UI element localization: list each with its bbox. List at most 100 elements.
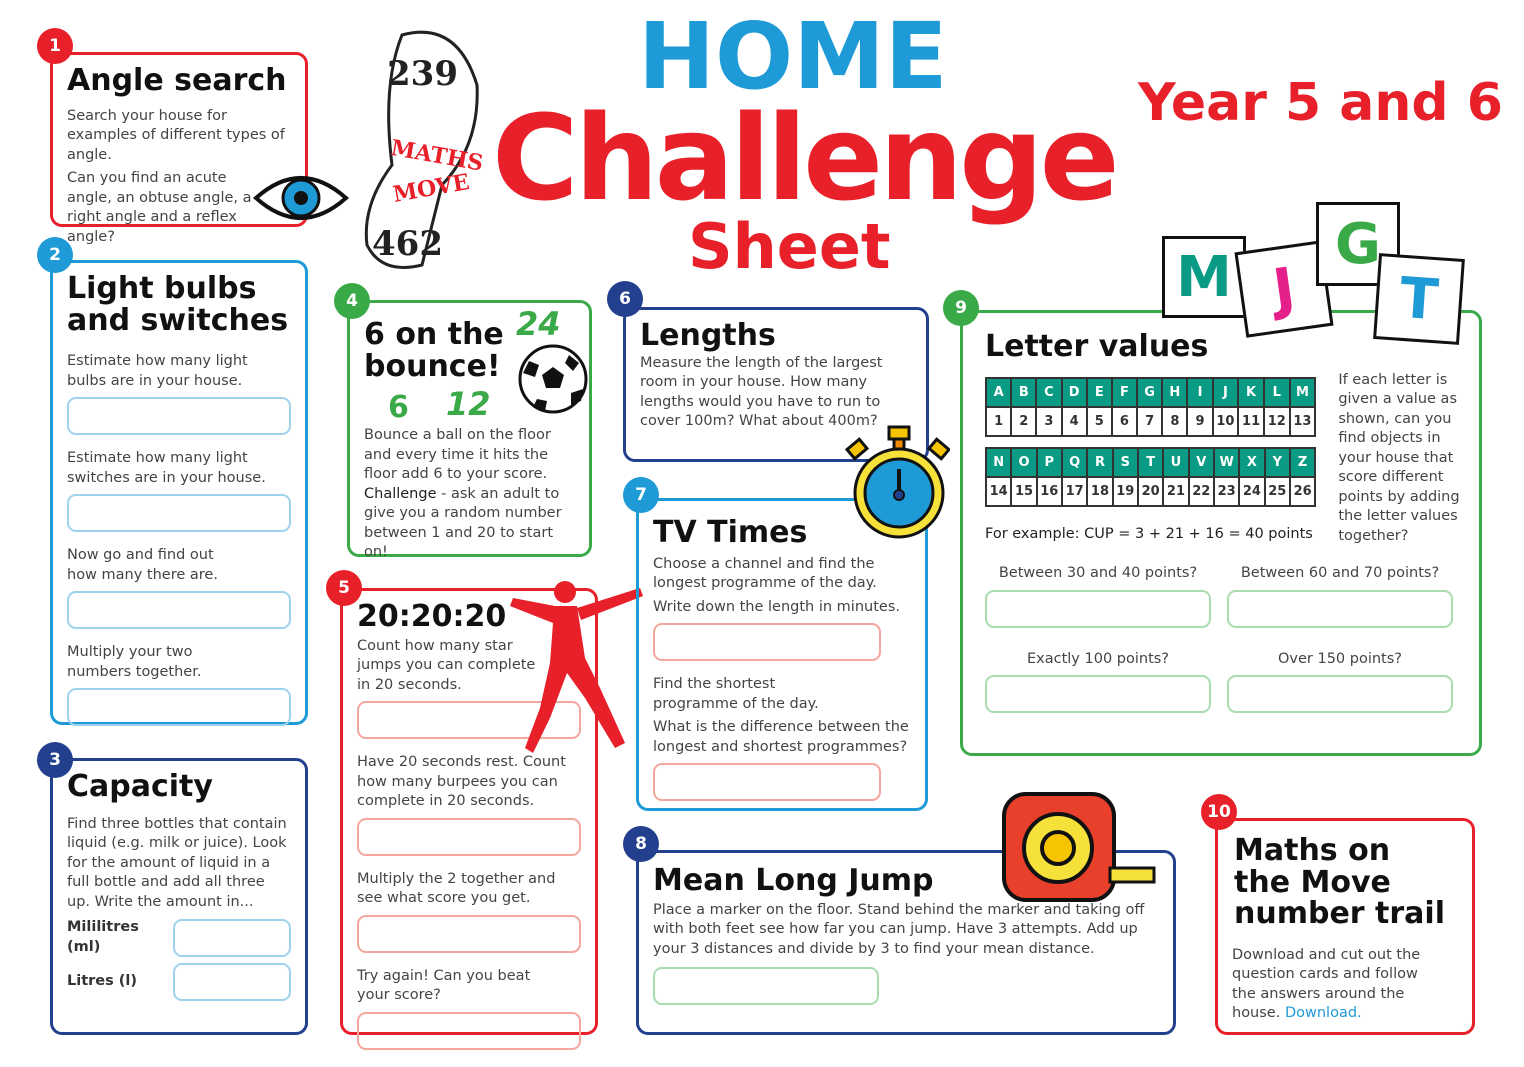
letter-cell: T — [1136, 446, 1165, 478]
text: Find three bottles that contain liquid (… — [67, 815, 287, 910]
value-cell: 3 — [1035, 405, 1063, 437]
value-cell: 1 — [984, 405, 1013, 437]
letter-cell: W — [1212, 446, 1241, 478]
litres-label: Litres (l) — [67, 973, 138, 990]
value-cell: 9 — [1186, 405, 1214, 437]
value-cell: 24 — [1238, 475, 1266, 507]
question-100: Exactly 100 points? — [1026, 650, 1170, 667]
number-6: 6 — [388, 390, 409, 425]
value-cell: 4 — [1060, 405, 1088, 437]
burpees-input[interactable] — [357, 817, 581, 856]
text: Download and cut out the question cards … — [1232, 946, 1421, 1022]
eye-icon — [252, 168, 350, 232]
mean-distance-input[interactable] — [653, 967, 879, 1005]
badge-3: 3 — [37, 742, 73, 778]
title-challenge: Challenge — [492, 89, 1120, 227]
value-cell: 11 — [1237, 405, 1265, 437]
value-cell: 13 — [1288, 405, 1317, 437]
letter-cell: E — [1085, 376, 1113, 408]
millilitres-input[interactable] — [173, 918, 291, 957]
letter-cell: Y — [1263, 446, 1291, 478]
letter-cell: C — [1035, 376, 1063, 408]
letter-cell: R — [1086, 446, 1114, 478]
download-link[interactable]: Download. — [1284, 1005, 1362, 1021]
stopwatch-icon — [844, 425, 952, 544]
card-title: Maths on the Move number trail — [1234, 833, 1445, 931]
letter-cell: V — [1187, 446, 1215, 478]
light-bulbs-input[interactable] — [67, 397, 291, 435]
card-title: Mean Long Jump — [653, 863, 934, 898]
letter-cell: S — [1111, 446, 1139, 478]
millilitres-label: Mililitres (ml) — [67, 919, 139, 955]
text: Place a marker on the floor. Stand behin… — [653, 901, 1145, 957]
value-cell: 23 — [1212, 475, 1241, 507]
value-cell: 16 — [1035, 475, 1063, 507]
svg-text:462: 462 — [372, 224, 443, 264]
difference-input[interactable] — [653, 763, 881, 801]
answer-60-70-input[interactable] — [1227, 589, 1453, 628]
card-mean-long-jump: Mean Long Jump Place a marker on the flo… — [636, 850, 1176, 1035]
actual-count-input[interactable] — [67, 591, 291, 629]
value-cell: 15 — [1010, 475, 1038, 507]
letter-cell: Z — [1288, 446, 1317, 478]
value-cell: 18 — [1086, 475, 1114, 507]
longest-programme-input[interactable] — [653, 623, 881, 661]
card-6-on-the-bounce: 6 on the bounce! Bounce a ball on the fl… — [347, 300, 592, 560]
question-30-40: Between 30 and 40 points? — [998, 565, 1198, 581]
text: Try again! Can you beat your score? — [357, 967, 531, 1004]
letter-cell: X — [1238, 446, 1266, 478]
value-cell: 20 — [1136, 475, 1165, 507]
text: Measure the length of the largest room i… — [640, 354, 883, 430]
score-input[interactable] — [357, 914, 581, 953]
card-title: Capacity — [67, 769, 213, 804]
value-cell: 14 — [984, 475, 1013, 507]
letter-cell: J — [1211, 376, 1240, 408]
letter-cell: I — [1186, 376, 1214, 408]
value-cell: 21 — [1162, 475, 1190, 507]
badge-6: 6 — [607, 281, 643, 317]
question-over-150: Over 150 points? — [1277, 650, 1402, 667]
value-cell: 25 — [1263, 475, 1291, 507]
letter-table-n-z: N O P Q R S T U V W X Y Z 14 15 16 17 18 19 20 21 22 23 24 25 26 — [984, 446, 1317, 507]
card-title: TV Times — [653, 515, 808, 550]
value-cell: 7 — [1136, 405, 1164, 437]
text: What is the difference between the longe… — [653, 719, 909, 755]
card-number-trail: Maths on the Move number trail Download … — [1215, 818, 1475, 1035]
answer-over-150-input[interactable] — [1227, 675, 1453, 713]
letter-cell: F — [1110, 376, 1139, 408]
card-letter-values: Letter values A B C D E F G H I J K L M 1 2 3 4 5 6 7 8 9 10 11… — [960, 310, 1482, 756]
letter-cell: P — [1035, 446, 1063, 478]
card-title: Light bulbs and switches — [67, 271, 289, 338]
answer-100-input[interactable] — [985, 675, 1211, 713]
title-home: HOME — [638, 3, 948, 110]
tape-measure-icon — [1000, 790, 1160, 909]
text: Download and cut out the question cards … — [1232, 946, 1432, 1024]
card-angle-search: Angle search Search your house for examp… — [50, 52, 308, 245]
value-cell: 17 — [1060, 475, 1089, 507]
answer-30-40-input[interactable] — [985, 589, 1211, 628]
letter-cell: H — [1161, 376, 1189, 408]
product-input[interactable] — [67, 688, 291, 726]
value-cell: 10 — [1211, 405, 1240, 437]
value-cell: 19 — [1111, 475, 1139, 507]
text: Can you find an acute angle, an obtuse a… — [67, 170, 252, 245]
star-jumps-input[interactable] — [357, 701, 581, 739]
text: Now go and find out how many there are. — [67, 547, 218, 583]
text: Bounce a ball on the floor and every tim… — [364, 427, 551, 482]
number-12: 12 — [446, 385, 491, 423]
letter-cell: D — [1060, 376, 1088, 408]
badge-1: 1 — [37, 28, 73, 64]
letter-tile-m: M — [1162, 236, 1246, 318]
retry-score-input[interactable] — [357, 1011, 581, 1050]
number-24: 24 — [516, 305, 561, 343]
card-title: 20:20:20 — [357, 599, 507, 634]
badge-7: 7 — [623, 477, 659, 513]
football-icon — [517, 343, 589, 419]
letter-tile-g: G — [1316, 202, 1400, 286]
light-switches-input[interactable] — [67, 494, 291, 532]
letter-cell: A — [984, 376, 1013, 408]
value-cell: 5 — [1085, 405, 1113, 437]
litres-input[interactable] — [173, 963, 291, 1001]
badge-4: 4 — [334, 283, 370, 319]
challenge-label: Challenge — [364, 485, 437, 502]
